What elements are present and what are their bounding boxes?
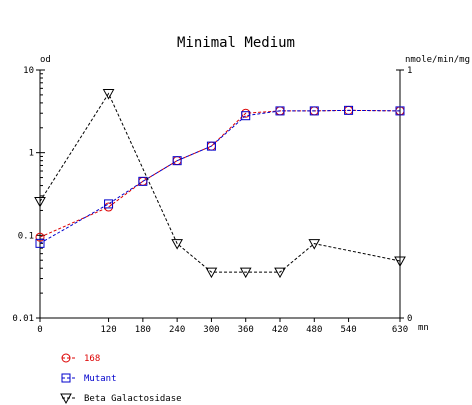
series-line xyxy=(39,109,401,244)
y-left-tick-label: 1 xyxy=(29,149,34,159)
x-tick-label: 180 xyxy=(135,325,151,335)
data-point xyxy=(395,106,405,116)
legend-entry-3: Beta Galactosidase xyxy=(60,393,182,405)
data-point xyxy=(205,267,218,279)
series-3 xyxy=(34,89,406,279)
data-point xyxy=(138,176,148,186)
data-point xyxy=(308,239,321,250)
x-axis-unit: mn xyxy=(418,323,429,333)
x-tick-label: 540 xyxy=(340,325,356,335)
data-point xyxy=(104,199,114,209)
data-point xyxy=(172,156,182,166)
data-point xyxy=(35,238,45,248)
data-point xyxy=(394,256,406,267)
legend-marker xyxy=(61,353,71,363)
data-point xyxy=(206,141,216,151)
x-tick-label: 360 xyxy=(238,325,254,335)
x-tick-label: 630 xyxy=(392,325,408,335)
legend-marker xyxy=(61,373,71,383)
data-point xyxy=(35,232,45,242)
series-1 xyxy=(35,105,405,242)
series-2 xyxy=(35,105,405,248)
data-point xyxy=(241,111,251,121)
chart-title: Minimal Medium xyxy=(177,35,295,51)
x-tick-label: 0 xyxy=(37,325,42,335)
data-point xyxy=(171,239,183,250)
data-point xyxy=(275,106,285,116)
data-point xyxy=(309,106,319,116)
data-point xyxy=(104,202,114,212)
series-line xyxy=(39,92,401,273)
legend-entry-1: 168 xyxy=(61,353,100,364)
legend: 168 Mutant Beta Galactosidase xyxy=(60,353,182,405)
left-axis-unit: od xyxy=(40,55,51,65)
x-tick-label: 240 xyxy=(169,325,185,335)
y-left-tick-label: 0.01 xyxy=(12,314,34,324)
right-axis-unit: nmole/min/mg xyxy=(405,55,470,65)
series-layer xyxy=(34,89,406,279)
y-right-tick-label: 1 xyxy=(407,66,412,76)
legend-entry-2: Mutant xyxy=(61,373,117,384)
x-tick-label: 420 xyxy=(272,325,288,335)
x-tick-label: 300 xyxy=(203,325,219,335)
legend-marker xyxy=(60,393,72,405)
y-right-tick-label: 0 xyxy=(407,314,412,324)
legend-label: Beta Galactosidase xyxy=(84,394,182,404)
data-point xyxy=(239,267,252,279)
legend-label: 168 xyxy=(84,354,100,364)
series-line xyxy=(39,109,401,238)
y-left-tick-label: 0.1 xyxy=(18,231,34,241)
data-point xyxy=(274,267,286,279)
y-left-tick-label: 10 xyxy=(23,66,34,76)
x-tick-label: 120 xyxy=(100,325,116,335)
data-point xyxy=(344,105,354,115)
data-point xyxy=(34,196,46,208)
legend-label: Mutant xyxy=(84,374,117,384)
data-point xyxy=(102,89,115,100)
x-tick-label: 480 xyxy=(306,325,322,335)
